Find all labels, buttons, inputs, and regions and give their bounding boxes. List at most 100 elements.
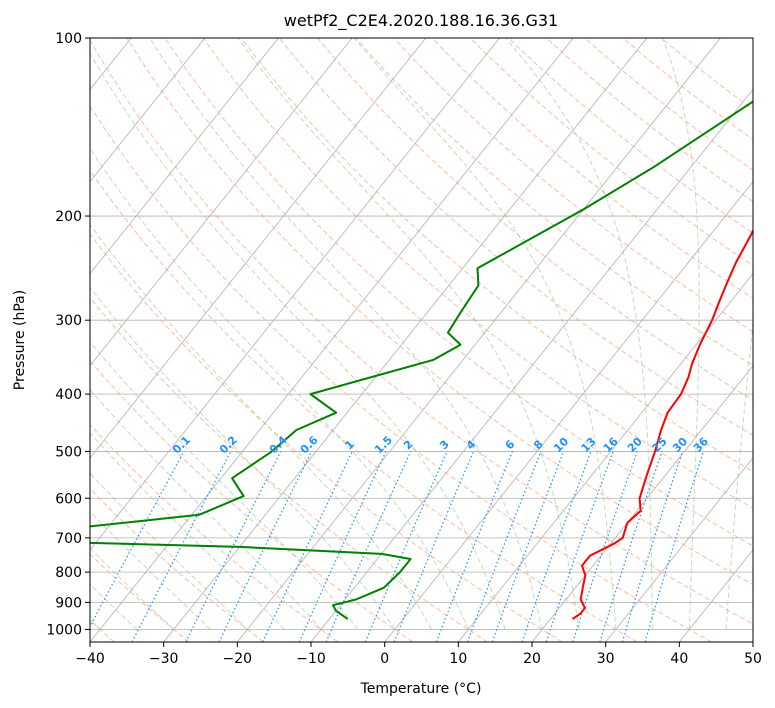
dry-adiabat-line [126,38,753,586]
x-tick-label: 10 [449,651,467,667]
x-axis-label: Temperature (°C) [360,681,482,697]
dry-adiabat-line [279,38,753,437]
x-tick-label: 20 [523,651,541,667]
moist-adiabat-line [505,38,653,630]
isotherm-line [0,38,58,642]
moist-adiabat-line [0,268,63,630]
y-tick-label: 800 [55,565,82,581]
y-tick-label: 300 [55,313,82,329]
mixing-ratio-label: 36 [691,435,711,455]
x-tick-label: −10 [296,651,326,667]
x-tick-label: −30 [149,651,179,667]
dry-adiabat-line [90,104,712,642]
isotherm-line [458,273,753,642]
dry-adiabat-line [90,423,339,642]
moist-adiabat-line [90,510,211,630]
isotherm-line [605,457,753,642]
moist-adiabat-line [90,432,285,630]
mixing-ratio-line [491,451,565,642]
x-tick-label: −20 [223,651,253,667]
dry-adiabat-line [90,39,753,625]
mixing-ratio-line [185,451,282,642]
mixing-ratio-label: 20 [625,435,645,455]
moist-adiabat-line [90,547,175,630]
isotherm-line [237,38,721,642]
mixing-ratio-label: 13 [579,435,599,455]
dry-adiabat-line [317,38,753,401]
dewpoint-profile-line [90,100,753,620]
isotherm-line [90,38,279,275]
dry-adiabat-line [584,38,753,171]
mixing-ratio-label: 0.1 [170,433,193,456]
y-tick-label: 700 [55,531,82,547]
mixing-ratio-label: 3 [437,438,452,453]
dry-adiabat-line [164,38,753,547]
moist-adiabat-line [353,38,617,630]
dry-adiabat-line [90,296,488,642]
moist-adiabat-line [662,38,700,630]
isotherm-line [384,180,753,642]
isotherm-line [752,641,753,642]
mixing-ratio-label: 1 [342,438,357,453]
x-tick-label: 30 [597,651,615,667]
mixing-ratio-label: 1.5 [372,433,395,456]
mixing-ratio-label: 8 [531,438,546,453]
y-tick-label: 400 [55,387,82,403]
dry-adiabat-line [202,38,753,509]
y-tick-label: 600 [55,491,82,507]
plot-frame [89,37,754,643]
moist-adiabat-line [237,38,580,630]
mixing-ratio-line [218,451,313,642]
x-tick-label: 0 [380,651,389,667]
y-tick-label: 200 [55,209,82,225]
dry-adiabat-line [90,360,414,642]
moist-adiabat-line [90,286,396,630]
mixing-ratio-line [621,451,684,642]
mixing-ratio-label: 10 [551,435,571,455]
moist-adiabat-line [90,52,506,630]
mixing-ratio-label: 2 [401,438,416,453]
dry-adiabat-line [90,488,264,642]
mixing-ratio-label: 6 [503,437,518,452]
x-tick-label: 50 [744,651,762,667]
dry-adiabat-line [90,553,190,642]
mixing-ratio-line [599,451,663,642]
mixing-ratio-line [90,451,185,628]
moist-adiabat-line [90,223,432,630]
mixing-ratio-line [521,451,592,642]
dry-adiabat-line [90,169,638,642]
dry-adiabat-line [90,233,563,642]
isotherm-line [310,88,753,642]
isotherm-line [531,365,753,642]
isotherm-line [90,38,500,551]
mixing-ratio-line [325,451,412,642]
mixing-ratio-label: 0.6 [298,433,321,456]
chart-title: wetPf2_C2E4.2020.188.16.36.G31 [284,11,558,31]
dry-adiabat-line [508,38,753,234]
mixing-ratio-line [466,451,542,642]
mixing-ratio-line [545,451,614,642]
mixing-ratio-line [644,451,704,642]
temperature-profile-line [571,228,753,620]
y-ticks: 100 200 300 400 500 600 700 800 900 1000 [46,31,90,638]
y-axis-label: Pressure (hPa) [12,290,28,390]
y-tick-label: 1000 [46,622,82,638]
isotherm-line [90,38,427,459]
x-ticks: −40 −30 −20 −10 0 10 20 30 40 50 [75,642,762,667]
profile-series [90,100,753,620]
mixing-ratio-line [572,451,638,642]
y-tick-label: 900 [55,595,82,611]
y-tick-label: 500 [55,444,82,460]
x-tick-label: 40 [670,651,688,667]
isotherm-line [90,38,353,367]
dry-adiabat-line [622,38,753,141]
dry-adiabat-line [469,38,753,266]
isotherm-line [90,38,574,642]
moist-adiabat-line [90,147,469,630]
isotherm-line [163,38,648,642]
mixing-ratio-label: 30 [670,435,690,455]
mixing-ratio-line [298,451,387,642]
y-tick-label: 100 [55,31,82,47]
mixing-ratio-label: 16 [601,435,621,455]
